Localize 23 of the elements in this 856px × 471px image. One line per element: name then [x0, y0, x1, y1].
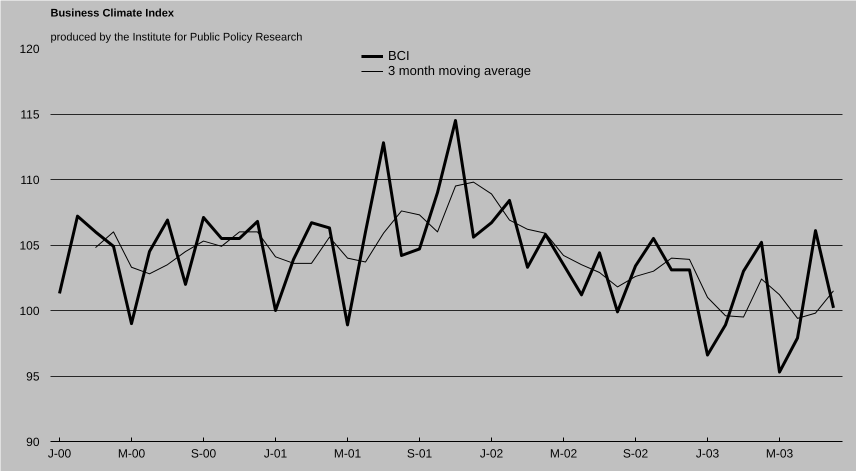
line-series	[58, 119, 835, 374]
y-tick-label: 105	[19, 238, 40, 252]
x-tick-label: M-01	[334, 446, 362, 460]
x-tick-label: J-02	[480, 446, 504, 460]
y-tick-label: 95	[26, 370, 40, 384]
y-tick-label: 115	[20, 108, 40, 122]
y-tick-label: 110	[20, 173, 40, 187]
y-tick-label: 90	[26, 435, 40, 449]
x-tick-label: M-03	[766, 446, 794, 460]
chart-title: Business Climate Index	[50, 8, 175, 20]
y-tick-label: 100	[19, 304, 40, 318]
x-tick-label: S-01	[406, 446, 432, 460]
x-tick-label: J-00	[48, 446, 72, 460]
y-tick-label: 120	[19, 42, 40, 56]
x-tick-label: S-02	[622, 446, 648, 460]
x-tick-label: M-00	[118, 446, 146, 460]
x-tick-label: S-00	[190, 446, 216, 460]
x-tick-label: J-03	[696, 446, 720, 460]
legend-label: BCI	[388, 48, 410, 63]
chart-subtitle: produced by the Institute for Public Policy Research	[50, 32, 302, 44]
legend-label: 3 month moving average	[388, 63, 532, 78]
x-tick-label: M-02	[550, 446, 578, 460]
x-tick-label: J-01	[264, 446, 288, 460]
